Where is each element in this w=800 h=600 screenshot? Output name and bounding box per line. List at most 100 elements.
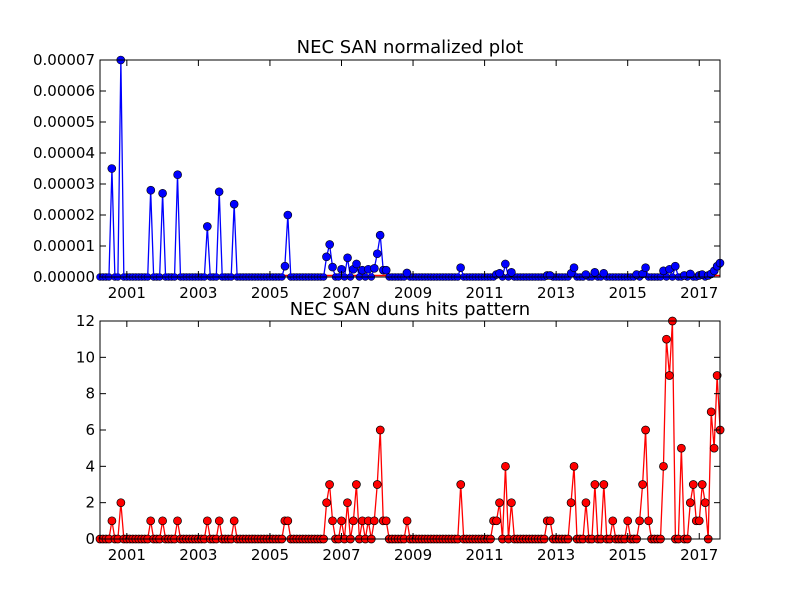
y-tick-label: 0.00000 [33, 268, 95, 286]
data-point [507, 268, 516, 277]
data-point [322, 252, 331, 262]
y-tick-label: 0.00003 [33, 175, 95, 193]
data-point [375, 230, 385, 240]
x-tick-label: 2015 [609, 546, 647, 564]
data-point [158, 189, 167, 198]
data-point [107, 164, 117, 173]
data-point [569, 461, 579, 471]
data-point [202, 516, 212, 526]
x-tick-label: 2009 [394, 546, 432, 564]
x-tick-label: 2001 [108, 546, 146, 564]
data-point [372, 480, 382, 489]
data-point [214, 516, 224, 526]
y-tick-label: 6 [85, 421, 95, 439]
y-tick-label: 0 [85, 530, 95, 548]
data-point [677, 443, 686, 453]
data-point [343, 498, 352, 508]
y-tick-label: 4 [85, 457, 95, 475]
top-plot-axes: 2001 2003 2005 2007 2009 2011 2013 2015 2017 0.00… [33, 51, 720, 302]
data-point [280, 261, 290, 271]
data-point [352, 259, 361, 269]
data-point [545, 271, 555, 280]
data-point [545, 516, 555, 526]
data-point [688, 480, 698, 489]
data-point [641, 263, 650, 273]
x-tick-label: 2011 [465, 284, 503, 302]
data-point [635, 516, 644, 526]
data-point [107, 516, 117, 526]
data-point [229, 199, 239, 209]
data-point [712, 371, 722, 380]
data-point [328, 262, 337, 272]
data-point [214, 187, 224, 197]
data-point [581, 498, 591, 508]
data-point [325, 480, 334, 489]
data-point [599, 268, 609, 278]
y-tick-label: 0.00002 [33, 206, 95, 224]
data-point [349, 516, 358, 526]
x-tick-label: 2013 [537, 284, 575, 302]
data-point [283, 210, 293, 220]
y-tick-label: 0.00006 [33, 82, 95, 100]
data-point [697, 480, 707, 489]
data-point [566, 498, 576, 508]
y-tick-label: 10 [76, 348, 95, 366]
data-point [325, 240, 334, 249]
data-point [203, 222, 212, 231]
x-tick-label: 2005 [251, 284, 289, 302]
data-point [229, 516, 239, 526]
data-point [694, 516, 704, 526]
x-tick-label: 2009 [394, 284, 432, 302]
bottom-plot: NEC SAN duns hits pattern 2001 2003 2005 20… [76, 299, 725, 564]
data-point [644, 516, 653, 526]
x-tick-label: 2015 [609, 284, 647, 302]
data-point [685, 498, 695, 508]
y-tick-label: 0.00004 [33, 144, 95, 162]
y-tick-label: 0.00005 [33, 113, 95, 131]
x-tick-label: 2013 [537, 546, 575, 564]
data-point [569, 263, 579, 273]
x-tick-label: 2003 [179, 284, 217, 302]
data-point [599, 480, 609, 489]
data-point [116, 498, 126, 508]
data-point [641, 425, 650, 435]
top-plot: NEC SAN normalized plot 2001 2003 2005 2007… [33, 37, 725, 302]
data-point [328, 516, 337, 526]
x-tick-label: 2017 [680, 546, 718, 564]
data-point [590, 480, 600, 489]
top-plot-title: NEC SAN normalized plot [297, 37, 524, 58]
data-point [381, 516, 391, 526]
data-point [372, 249, 382, 259]
data-point [623, 516, 633, 526]
data-point [659, 461, 668, 471]
x-tick-label: 2011 [465, 546, 503, 564]
data-point [665, 371, 674, 380]
data-point [670, 261, 680, 271]
y-tick-label: 0.00001 [33, 237, 95, 255]
data-point [402, 516, 412, 526]
y-tick-label: 2 [85, 494, 95, 512]
data-point [283, 516, 293, 526]
data-point [706, 407, 716, 417]
data-point [662, 334, 671, 344]
data-point [343, 253, 352, 263]
bottom-plot-title: NEC SAN duns hits pattern [290, 299, 530, 320]
data-point [700, 498, 710, 508]
data-point [492, 516, 501, 526]
top-plot-frame [99, 59, 721, 278]
data-point [495, 268, 504, 278]
data-point [381, 265, 391, 275]
data-point [686, 269, 695, 279]
data-point [146, 516, 156, 526]
data-point [369, 516, 379, 526]
data-point [173, 170, 182, 179]
y-tick-label: 12 [76, 312, 95, 330]
data-point [456, 480, 466, 489]
data-point [501, 461, 510, 471]
x-tick-label: 2007 [322, 284, 360, 302]
data-point [158, 516, 167, 526]
data-point [370, 264, 379, 273]
data-point [146, 185, 156, 195]
data-point [638, 480, 647, 489]
